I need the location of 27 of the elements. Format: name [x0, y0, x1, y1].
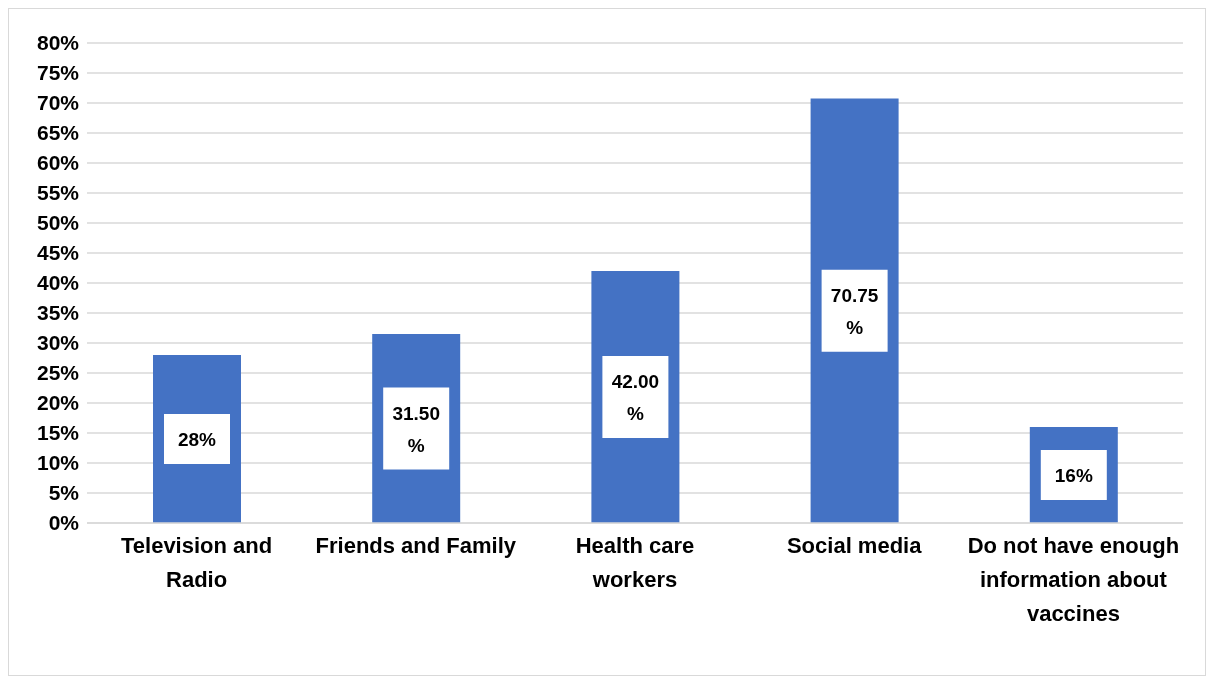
y-tick-label: 0%: [48, 511, 80, 535]
y-tick-label: 75%: [36, 61, 80, 85]
y-tick-label: 20%: [36, 391, 80, 415]
y-tick-label: 60%: [36, 151, 80, 175]
data-label: 31.50 %: [392, 402, 440, 456]
y-tick-label: 80%: [36, 31, 80, 55]
x-tick-label: Television and Radio: [121, 533, 273, 592]
y-tick-label: 30%: [36, 331, 80, 355]
y-tick-label: 55%: [36, 181, 80, 205]
data-label: 16%: [1054, 465, 1093, 486]
y-tick-label: 10%: [36, 451, 80, 475]
x-tick-label: Social media: [786, 533, 923, 558]
y-tick-label: 70%: [36, 91, 80, 115]
x-tick-label: Health care workers: [575, 533, 695, 592]
y-tick-label: 40%: [36, 271, 80, 295]
y-tick-label: 25%: [36, 361, 80, 385]
x-tick-label: Do not have enough information about vaccines: [967, 533, 1180, 626]
y-tick-label: 45%: [36, 241, 80, 265]
data-label: 70.75 %: [830, 284, 879, 338]
y-tick-label: 50%: [36, 211, 80, 235]
y-tick-label: 5%: [48, 481, 80, 505]
y-tick-label: 15%: [36, 421, 80, 445]
y-tick-label: 35%: [36, 301, 80, 325]
data-label: 42.00 %: [611, 371, 660, 424]
x-tick-label: Friends and Family: [315, 533, 517, 558]
data-label: 28%: [177, 429, 217, 450]
y-tick-label: 65%: [36, 121, 80, 145]
